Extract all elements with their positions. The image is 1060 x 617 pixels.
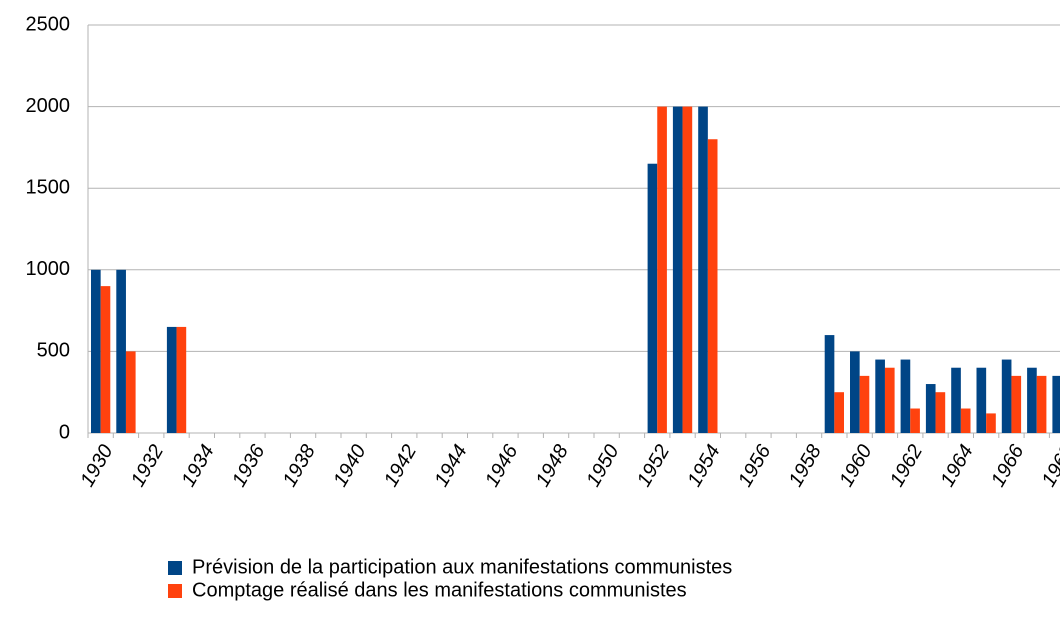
bar (1001, 359, 1012, 433)
bar (859, 375, 870, 433)
bar (850, 351, 860, 433)
x-tick-label: 1950 (582, 441, 623, 491)
x-tick-label: 1940 (329, 441, 370, 491)
bar (976, 367, 987, 433)
bar (1011, 375, 1022, 433)
x-tick-label: 1964 (936, 441, 977, 491)
bar (100, 286, 111, 433)
x-tick-label: 1944 (430, 441, 471, 491)
x-tick-label: 1952 (633, 441, 674, 491)
y-tick-label: 2500 (26, 13, 71, 35)
bar (986, 413, 996, 433)
bar (884, 367, 895, 433)
x-tick-label: 1966 (987, 440, 1029, 490)
bar (672, 106, 683, 433)
bar (698, 106, 708, 433)
x-tick-label: 1948 (532, 441, 573, 491)
x-tick-label: 1946 (481, 440, 523, 490)
x-tick-label: 1954 (683, 441, 724, 491)
bar (910, 408, 920, 433)
x-tick-label: 1958 (785, 441, 826, 491)
bar (116, 269, 126, 433)
bar (647, 163, 658, 433)
x-tick-label: 1938 (279, 441, 320, 491)
bar (960, 408, 971, 433)
x-tick-label: 1930 (76, 441, 117, 491)
y-tick-label: 0 (59, 421, 70, 443)
x-tick-label: 1962 (886, 441, 927, 491)
bar (900, 359, 911, 433)
bar (824, 335, 835, 433)
legend-label: Comptage réalisé dans les manifestations… (192, 579, 687, 601)
x-tick-label: 1960 (835, 441, 876, 491)
bar (125, 351, 136, 433)
x-tick-label: 1956 (734, 440, 776, 490)
x-tick-label: 1934 (177, 441, 218, 491)
x-tick-label: 1936 (228, 440, 270, 490)
bar (834, 392, 844, 433)
legend-swatch (168, 584, 182, 598)
bar (166, 326, 177, 433)
y-tick-label: 2000 (26, 95, 71, 117)
bar (707, 139, 718, 434)
bar (1052, 375, 1060, 433)
x-tick-label: 1932 (127, 441, 168, 491)
bar (176, 326, 187, 433)
y-tick-label: 1000 (26, 258, 71, 280)
y-tick-label: 1500 (26, 176, 71, 198)
bar (925, 384, 936, 433)
bar (935, 392, 946, 433)
y-tick-label: 500 (37, 340, 70, 362)
bar (951, 367, 961, 433)
bar (682, 106, 693, 433)
bar (1036, 375, 1047, 433)
bar (657, 106, 667, 433)
x-tick-label: 1942 (380, 441, 421, 491)
bar (1027, 367, 1037, 433)
legend-swatch (168, 561, 182, 575)
bar (875, 359, 885, 433)
bar (91, 269, 101, 433)
legend-label: Prévision de la participation aux manife… (192, 556, 732, 578)
x-tick-label: 1968 (1038, 441, 1060, 491)
